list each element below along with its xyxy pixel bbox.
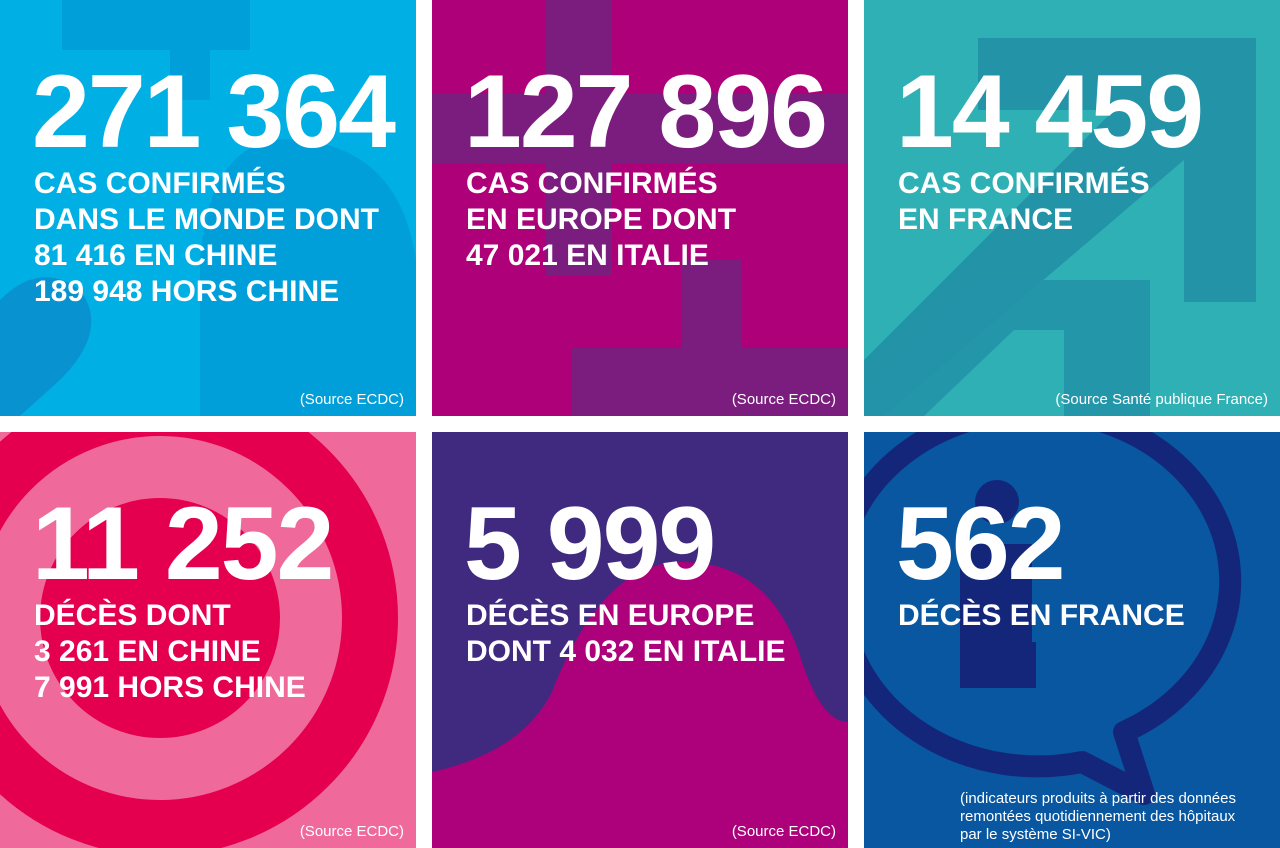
stat-line: CAS CONFIRMÉS bbox=[34, 167, 286, 200]
stat-line: DÉCÈS EN FRANCE bbox=[898, 599, 1185, 632]
stat-number: 271 364 bbox=[32, 54, 396, 170]
stat-line: CAS CONFIRMÉS bbox=[466, 167, 718, 200]
decorative-numbers-icon bbox=[0, 0, 416, 416]
source-note: (indicateurs produits à partir des donné… bbox=[960, 790, 1236, 844]
stat-line: DÉCÈS DONT bbox=[34, 599, 231, 632]
decorative-arrow-icon bbox=[864, 38, 1256, 416]
stat-description: DÉCÈS DONT 3 261 EN CHINE 7 991 HORS CHI… bbox=[34, 598, 306, 706]
stat-number: 14 459 bbox=[896, 54, 1204, 170]
stat-line: 81 416 EN CHINE bbox=[34, 239, 278, 272]
note-line: par le système SI-VIC) bbox=[960, 826, 1111, 843]
stat-tile-world-deaths: 11 252 DÉCÈS DONT 3 261 EN CHINE 7 991 H… bbox=[0, 432, 416, 848]
note-line: remontées quotidiennement des hôpitaux bbox=[960, 808, 1236, 825]
info-bubble-icon bbox=[864, 432, 1242, 805]
source-label: (Source ECDC) bbox=[731, 391, 836, 408]
stat-tile-europe-cases: 127 896 CAS CONFIRMÉS EN EUROPE DONT 47 … bbox=[432, 0, 848, 416]
stat-description: CAS CONFIRMÉS DANS LE MONDE DONT 81 416 … bbox=[34, 166, 379, 310]
stat-description: DÉCÈS EN EUROPE DONT 4 032 EN ITALIE bbox=[466, 598, 786, 670]
stat-line: 189 948 HORS CHINE bbox=[34, 275, 340, 308]
stat-line: CAS CONFIRMÉS bbox=[898, 167, 1150, 200]
stat-line: EN EUROPE DONT bbox=[466, 203, 737, 236]
decorative-wave-icon bbox=[432, 562, 848, 848]
source-label: (Source Santé publique France) bbox=[1055, 391, 1268, 408]
stat-number: 5 999 bbox=[464, 486, 716, 602]
stat-line: DONT 4 032 EN ITALIE bbox=[466, 635, 786, 668]
stat-line: 7 991 HORS CHINE bbox=[34, 671, 306, 704]
stat-tile-france-cases: 14 459 CAS CONFIRMÉS EN FRANCE (Source S… bbox=[864, 0, 1280, 416]
stat-tile-france-deaths: 562 DÉCÈS EN FRANCE (indicateurs produit… bbox=[864, 432, 1280, 848]
stat-number: 127 896 bbox=[464, 54, 828, 170]
stat-line: 47 021 EN ITALIE bbox=[466, 239, 709, 272]
stat-description: CAS CONFIRMÉS EN FRANCE bbox=[898, 166, 1150, 238]
stat-description: DÉCÈS EN FRANCE bbox=[898, 598, 1185, 634]
stat-line: EN FRANCE bbox=[898, 203, 1074, 236]
note-line: (indicateurs produits à partir des donné… bbox=[960, 790, 1236, 807]
source-label: (Source ECDC) bbox=[299, 823, 404, 840]
decorative-plus-icon bbox=[432, 0, 848, 416]
source-label: (Source ECDC) bbox=[299, 391, 404, 408]
stat-number: 562 bbox=[896, 486, 1066, 602]
decorative-target-icon bbox=[0, 432, 398, 848]
stat-description: CAS CONFIRMÉS EN EUROPE DONT 47 021 EN I… bbox=[466, 166, 736, 274]
source-label: (Source ECDC) bbox=[731, 823, 836, 840]
stat-tile-world-cases: 271 364 CAS CONFIRMÉS DANS LE MONDE DONT… bbox=[0, 0, 416, 416]
stat-number: 11 252 bbox=[32, 486, 334, 602]
stat-tile-europe-deaths: 5 999 DÉCÈS EN EUROPE DONT 4 032 EN ITAL… bbox=[432, 432, 848, 848]
stat-line: 3 261 EN CHINE bbox=[34, 635, 261, 668]
stat-line: DANS LE MONDE DONT bbox=[34, 203, 379, 236]
stat-line: DÉCÈS EN EUROPE bbox=[466, 599, 755, 632]
